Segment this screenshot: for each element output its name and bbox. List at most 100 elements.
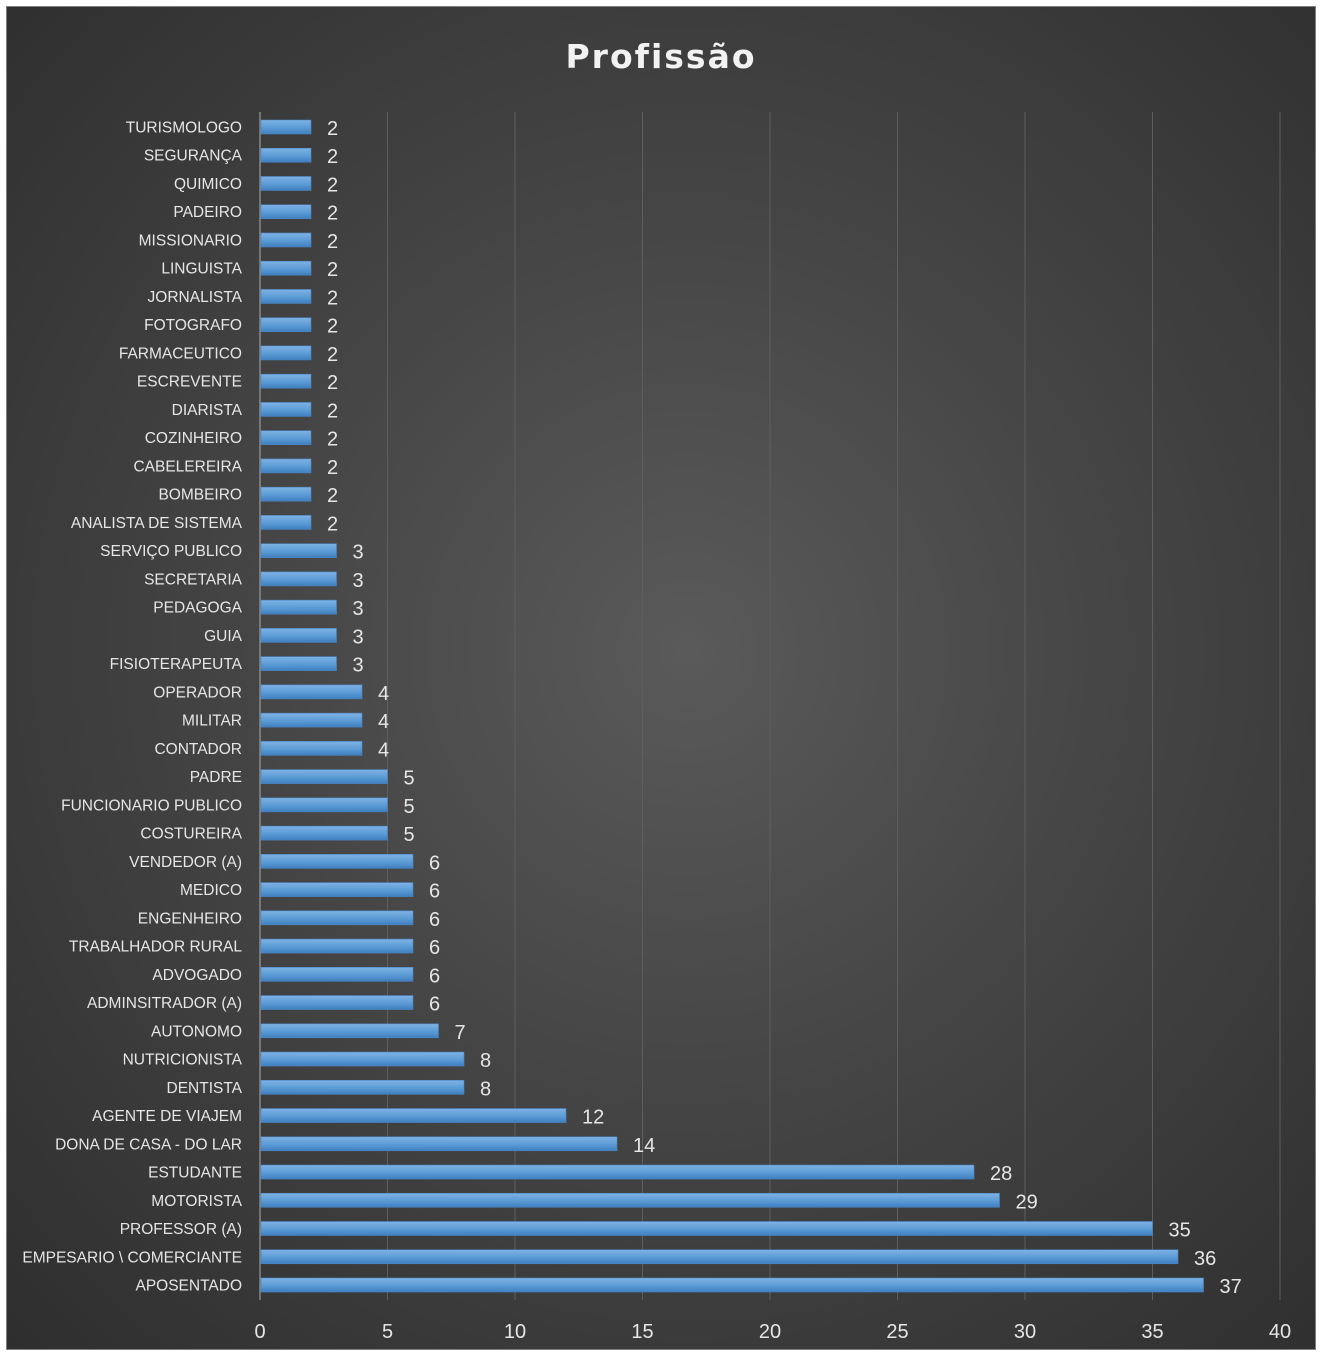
data-label: 6 [429, 881, 440, 903]
bar [260, 1108, 567, 1123]
category-label: FOTOGRAFO [144, 317, 242, 334]
bar [260, 995, 414, 1010]
x-tick-label: 25 [886, 1321, 908, 1343]
category-label: COSTUREIRA [140, 826, 242, 843]
category-label: LINGUISTA [161, 261, 242, 278]
category-label: QUIMICO [174, 176, 242, 193]
data-label: 6 [429, 965, 440, 987]
category-label: MEDICO [180, 882, 242, 899]
category-label: ADMINSITRADOR (A) [87, 995, 242, 1012]
bar [260, 938, 414, 954]
bar [260, 1192, 1000, 1208]
x-tick-label: 15 [631, 1321, 653, 1343]
category-label: TRABALHADOR RURAL [69, 939, 242, 956]
data-labels: 3736352928141288766666655544433333222222… [327, 118, 1242, 1298]
data-label: 2 [327, 259, 338, 281]
data-label: 3 [353, 626, 364, 648]
category-label: FISIOTERAPEUTA [110, 656, 243, 673]
category-label: MILITAR [182, 713, 242, 730]
data-label: 2 [327, 287, 338, 309]
category-label: PADRE [190, 769, 242, 786]
data-label: 2 [327, 457, 338, 479]
bars [260, 119, 1204, 1293]
category-label: PROFESSOR (A) [120, 1221, 242, 1238]
category-label: VENDEDOR (A) [129, 854, 242, 871]
category-label: AGENTE DE VIAJEM [92, 1108, 242, 1125]
category-label: MISSIONARIO [139, 232, 242, 249]
bar [260, 656, 337, 671]
data-label: 6 [429, 937, 440, 959]
data-label: 6 [429, 994, 440, 1016]
data-label: 2 [327, 485, 338, 507]
data-label: 35 [1169, 1220, 1191, 1242]
bar [260, 1051, 465, 1067]
bar [260, 882, 414, 897]
bar [260, 684, 363, 700]
category-label: EMPESARIO \ COMERCIANTE [22, 1249, 242, 1266]
bar [260, 260, 312, 276]
data-label: 4 [378, 711, 389, 733]
bar [260, 967, 414, 982]
category-label: NUTRICIONISTA [123, 1052, 243, 1069]
bar [260, 599, 337, 615]
category-label: PADEIRO [173, 204, 242, 221]
bar [260, 1221, 1153, 1236]
x-tick-label: 10 [504, 1321, 526, 1343]
category-label: GUIA [204, 628, 243, 645]
data-label: 2 [327, 146, 338, 168]
bar [260, 176, 312, 191]
category-label: DONA DE CASA - DO LAR [55, 1136, 242, 1153]
data-label: 2 [327, 372, 338, 394]
data-label: 2 [327, 231, 338, 253]
data-label: 6 [429, 852, 440, 874]
data-label: 29 [1016, 1191, 1038, 1213]
category-label: ANALISTA DE SISTEMA [71, 515, 243, 532]
category-label: ESTUDANTE [148, 1165, 242, 1182]
data-label: 7 [455, 1022, 466, 1044]
bar [260, 628, 337, 643]
bar [260, 1249, 1179, 1265]
category-label: COZINHEIRO [145, 430, 242, 447]
bar [260, 825, 388, 841]
x-tick-label: 30 [1014, 1321, 1036, 1343]
data-label: 36 [1194, 1248, 1216, 1270]
category-label: AUTONOMO [151, 1023, 242, 1040]
category-labels: APOSENTADO EMPESARIO \ COMERCIANTE PROFESS… [22, 120, 242, 1295]
gridlines [259, 112, 1281, 1300]
data-label: 6 [429, 909, 440, 931]
bar [260, 345, 312, 361]
bar [260, 1079, 465, 1095]
bar [260, 317, 312, 333]
category-label: ADVOGADO [152, 967, 242, 984]
x-axis-ticks: 0 5 10 15 20 25 30 35 40 [254, 1321, 1291, 1343]
data-label: 14 [633, 1135, 655, 1157]
data-label: 2 [327, 513, 338, 535]
data-label: 2 [327, 429, 338, 451]
category-label: PEDAGOGA [153, 600, 242, 617]
bar [260, 854, 414, 869]
bar [260, 232, 312, 248]
category-label: DENTISTA [167, 1080, 243, 1097]
data-label: 2 [327, 203, 338, 225]
bar [260, 543, 337, 558]
x-tick-label: 35 [1141, 1321, 1163, 1343]
data-label: 8 [480, 1078, 491, 1100]
data-label: 2 [327, 118, 338, 140]
bar [260, 1136, 618, 1152]
bar [260, 797, 388, 813]
data-label: 4 [378, 683, 389, 705]
data-label: 4 [378, 739, 389, 761]
data-label: 5 [404, 768, 415, 790]
data-label: 2 [327, 316, 338, 338]
category-label: APOSENTADO [135, 1278, 242, 1295]
category-label: SEGURANÇA [144, 148, 243, 165]
bar [260, 147, 312, 163]
bar [260, 741, 363, 756]
bar [260, 515, 312, 530]
x-tick-label: 0 [254, 1321, 265, 1343]
bar [260, 458, 312, 474]
bar [260, 1164, 975, 1180]
x-tick-label: 20 [759, 1321, 781, 1343]
category-label: DIARISTA [172, 402, 243, 419]
